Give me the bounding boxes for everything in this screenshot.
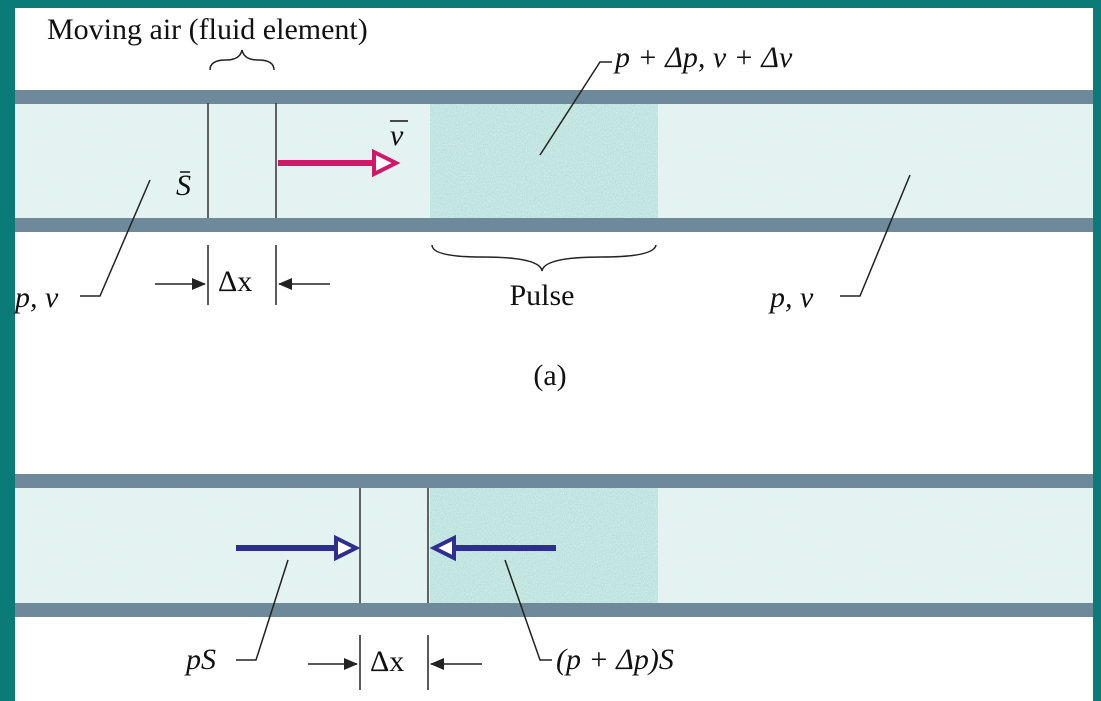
area-label: S [176,169,191,202]
tube-wall [15,218,1093,232]
element-label: Moving air (fluid element) [47,13,368,46]
state-label: p, v [768,281,814,314]
state-label: p, v [13,281,59,314]
width-label: Δx [370,645,404,678]
leader-line [504,559,552,661]
leader-line [539,61,612,156]
force-label: (p + Δp)S [556,643,674,676]
leader-line [840,174,911,297]
pulse-region [430,103,658,218]
tube-wall [15,603,1093,617]
tube-wall [15,474,1093,488]
force-label: pS [184,643,216,676]
brace [431,244,657,272]
brace [209,49,275,71]
leader-line [80,179,151,297]
pulse-state-label: p + Δp, v + Δv [613,41,793,74]
velocity-label: v [390,119,404,152]
leader-line [236,559,289,661]
tube-b [15,474,1093,617]
width-label: Δx [218,265,252,298]
caption: (a) [533,359,566,392]
pulse-label: Pulse [509,279,574,312]
tube-wall [15,90,1093,104]
tube-a [15,90,1093,232]
